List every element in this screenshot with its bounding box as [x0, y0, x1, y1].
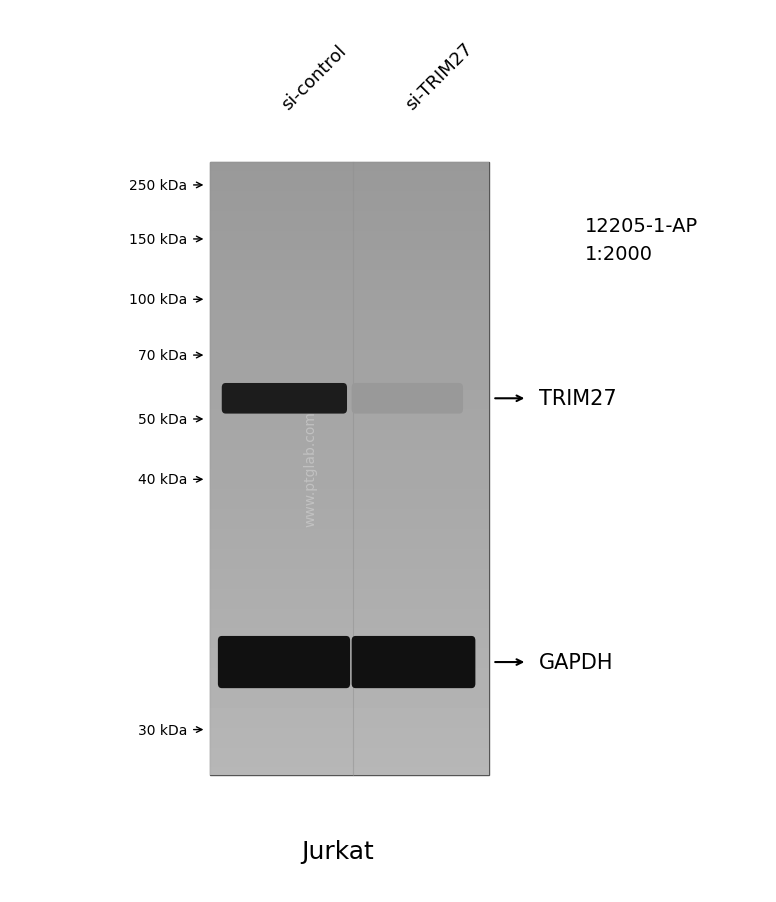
FancyBboxPatch shape — [222, 383, 347, 414]
Text: 70 kDa: 70 kDa — [137, 349, 187, 363]
Text: 250 kDa: 250 kDa — [129, 179, 187, 193]
Text: www.ptglab.com: www.ptglab.com — [303, 411, 317, 527]
Text: 100 kDa: 100 kDa — [129, 293, 187, 307]
FancyBboxPatch shape — [352, 383, 463, 414]
Text: 12205-1-AP
1:2000: 12205-1-AP 1:2000 — [585, 217, 698, 264]
FancyBboxPatch shape — [352, 636, 476, 688]
Text: si-control: si-control — [279, 42, 351, 114]
Text: 150 kDa: 150 kDa — [129, 233, 187, 246]
Text: GAPDH: GAPDH — [539, 652, 613, 672]
Text: si-TRIM27: si-TRIM27 — [402, 40, 476, 114]
Text: 30 kDa: 30 kDa — [137, 723, 187, 737]
FancyBboxPatch shape — [218, 636, 350, 688]
Bar — [210, 163, 489, 775]
Text: 40 kDa: 40 kDa — [137, 473, 187, 487]
Text: TRIM27: TRIM27 — [539, 389, 616, 409]
Text: Jurkat: Jurkat — [301, 839, 374, 863]
Text: 50 kDa: 50 kDa — [137, 412, 187, 427]
